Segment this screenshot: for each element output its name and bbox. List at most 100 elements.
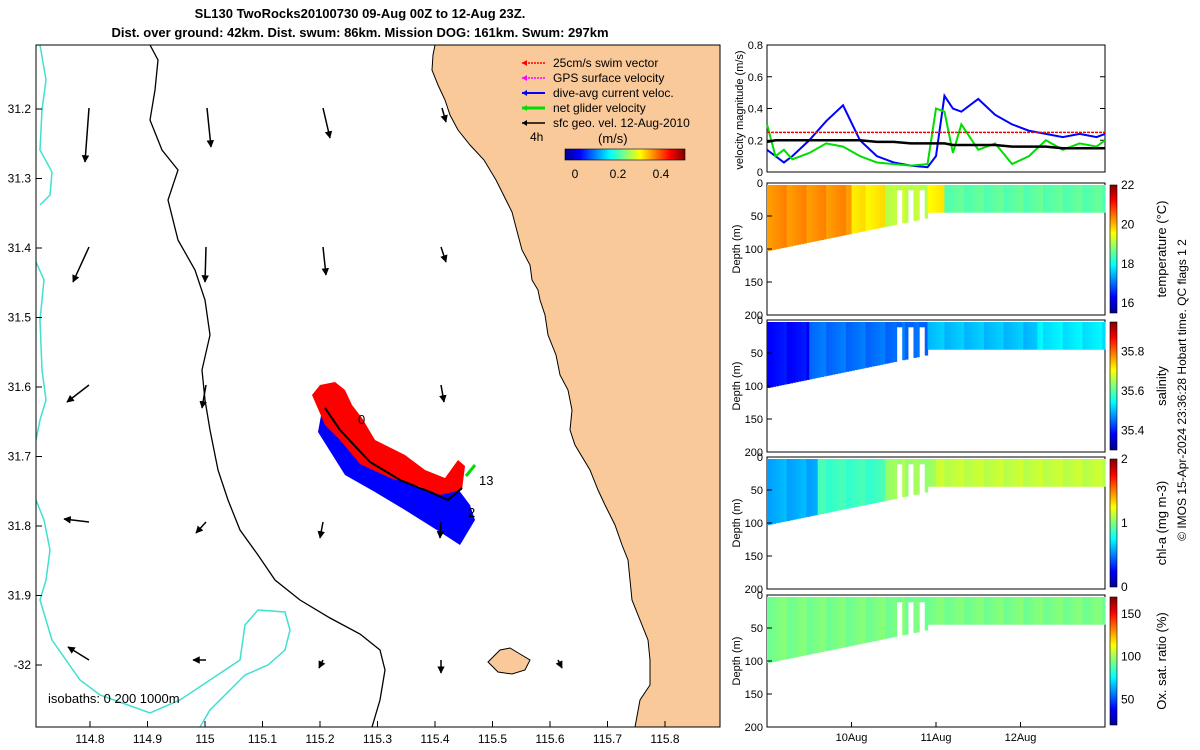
section-cell [1082,597,1086,625]
section-cell [769,322,774,388]
section-cell [952,459,957,487]
section-cell [950,597,954,625]
sfc-geo-arrow [66,384,90,403]
section-cell [865,185,869,231]
sfc-geo-velocity-arrows [63,107,563,674]
section-cell [924,597,929,631]
section-cell [969,597,974,625]
section-cell [800,185,805,245]
section-cell [944,185,948,213]
section-cell [1082,459,1086,487]
section-cell [952,597,957,625]
section-cell [1014,597,1019,625]
section-cell [1006,322,1010,350]
section-cell [837,459,841,511]
velocity-series-3 [766,139,1105,150]
section-cell [772,185,777,250]
section-cell [1054,597,1058,625]
section-cell [981,597,985,625]
legend-net: net glider velocity [553,101,646,115]
section-cell [936,185,940,213]
section-cell [950,459,954,487]
section-cell [958,597,962,625]
sfc-geo-arrow [201,246,209,283]
isobath-1000m [36,45,291,727]
section-cell [1045,185,1050,213]
title-line-1: SL130 TwoRocks20100730 09-Aug 00Z to 12-… [194,6,526,21]
section-cell [781,459,785,523]
section-cell [874,459,878,503]
section-cell [809,597,813,655]
section-cell [888,185,892,227]
section-cell [933,322,937,350]
section-cell [772,597,777,662]
colorbar-tick-1: 0.2 [610,167,627,181]
section-gap-cell [921,322,926,328]
section-panel-1: 0 50 100 150 200 Depth (m) 35.8 35.6 35.4 salinit… [731,315,1169,459]
section-cell [966,459,971,487]
section-cell [859,322,864,369]
section-cell [871,322,875,367]
section-cell [983,459,988,487]
section-cell [1102,185,1106,213]
section-cell [775,597,779,662]
section-cell [1054,459,1058,487]
section-cell [879,322,884,365]
section-cell [876,322,881,366]
map-x-tick-label: 115.6 [535,732,564,746]
section-cell [1026,322,1030,350]
section-cell [961,322,965,350]
section-cell [1026,185,1030,213]
section-cell [955,597,960,625]
section-cell [823,597,827,652]
section-cell [851,322,855,371]
section-cell [1082,322,1086,350]
map-y-ticks: 31.2 31.3 31.4 31.5 31.6 31.7 31.8 31.9 -32 [8,102,42,672]
section-gap-cell [921,459,926,465]
section-cell [1045,459,1050,487]
section-cell [913,459,917,495]
section-cell [767,459,771,525]
section-cell [851,185,855,234]
section-cell [828,459,833,513]
section-panel-0: 0 50 100 150 200 Depth (m) 22 20 18 16 temperature… [731,178,1169,322]
section-cell [975,597,979,625]
section-ylabel: Depth (m) [731,499,743,548]
section-cell [1040,459,1044,487]
net-glider-track [324,407,463,502]
section-cell [997,459,1002,487]
section-cell [871,597,875,642]
section-cell [851,597,855,646]
section-cell [1096,597,1100,625]
section-cell [800,459,805,519]
section-cell [938,597,943,625]
section-cell [865,597,869,643]
section-cell [952,185,957,213]
section-cell [1000,459,1005,487]
section-x-tick-label: 10Aug [836,732,868,744]
section-gap-cell [921,597,926,603]
section-cell [843,322,847,373]
section-cell [857,459,861,507]
section-cell [882,459,886,502]
section-cell [828,185,833,239]
section-cell [823,459,827,514]
section-cell [1096,459,1100,487]
section-cell [964,597,968,625]
section-cell [1028,459,1033,487]
section-cbar-tick-label: 0 [1121,580,1128,594]
map-y-tick-label: 31.3 [8,172,32,186]
section-y-tick-label: 150 [745,414,763,426]
section-y-tick-label: 150 [745,551,763,563]
section-cell [969,185,974,213]
section-cell [1071,322,1075,350]
section-cell [848,597,853,647]
section-cell [854,185,858,234]
section-cell [857,322,861,370]
section-cell [1057,459,1061,487]
section-cbar-tick-label: 150 [1121,607,1141,621]
section-cell [1023,185,1027,213]
section-cell [1076,185,1081,213]
section-cell [947,185,951,213]
section-cell [1062,185,1067,213]
